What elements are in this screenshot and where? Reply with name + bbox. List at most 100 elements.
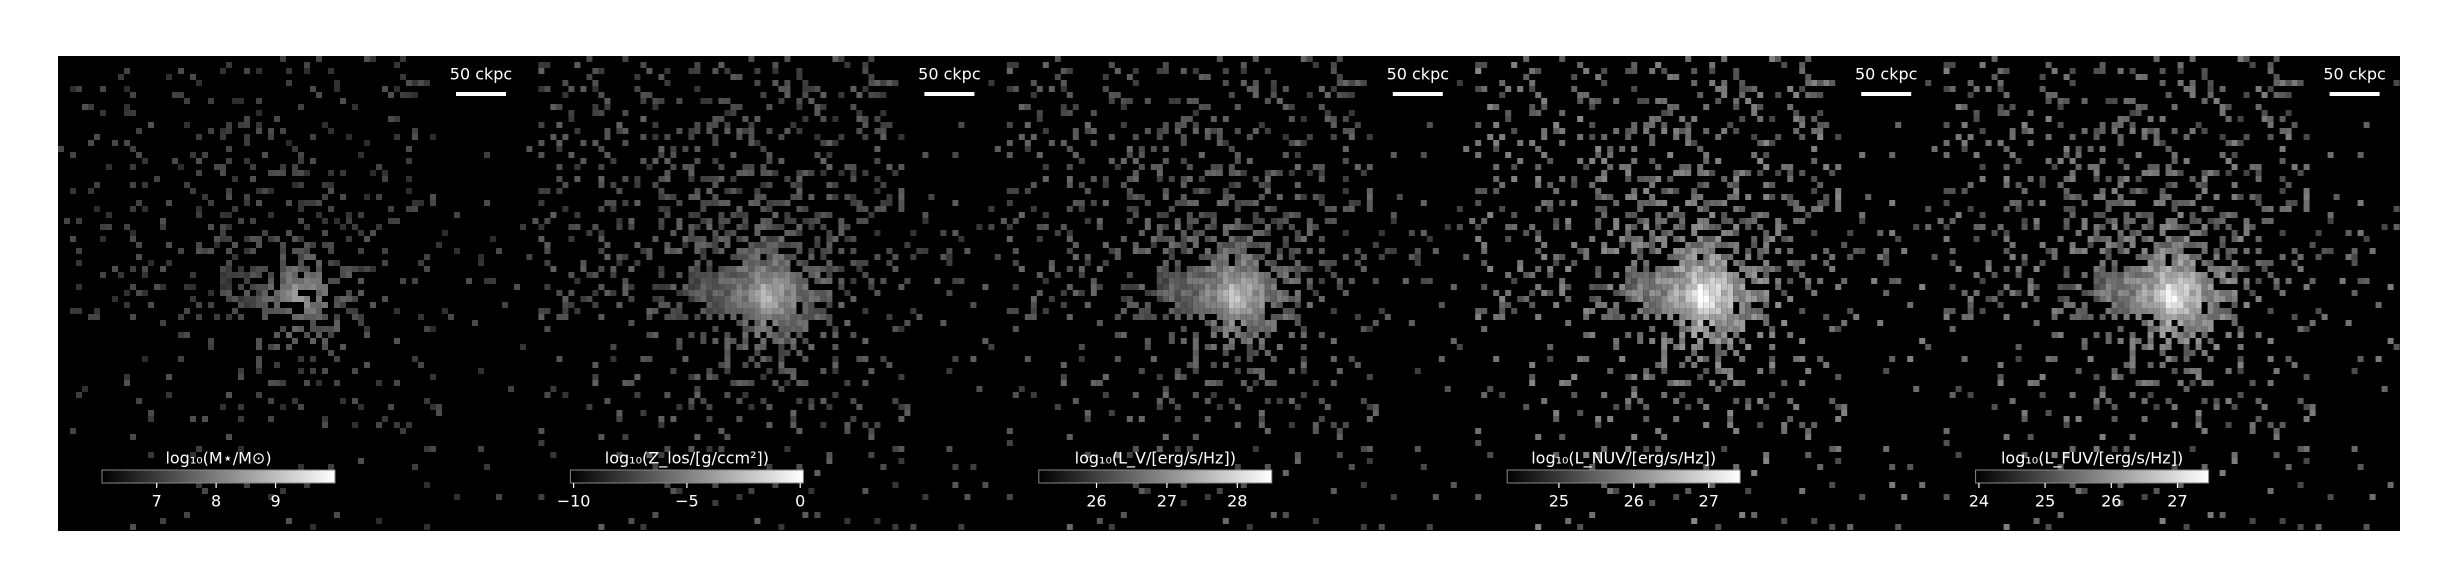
image-pixel	[1643, 290, 1650, 296]
image-pixel	[1997, 110, 2004, 116]
image-pixel	[1162, 68, 1169, 74]
image-pixel	[1595, 224, 1602, 230]
image-pixel	[1360, 80, 1367, 86]
image-pixel	[748, 140, 755, 146]
image-pixel	[2393, 206, 2400, 212]
image-pixel	[1102, 392, 1109, 398]
image-pixel	[1685, 314, 1692, 320]
image-pixel	[2207, 206, 2214, 212]
image-pixel	[1276, 266, 1283, 272]
image-pixel	[712, 482, 719, 488]
image-pixel	[328, 350, 334, 356]
image-pixel	[622, 56, 629, 62]
image-pixel	[1318, 86, 1325, 92]
image-pixel	[496, 248, 502, 254]
image-pixel	[760, 272, 767, 278]
image-pixel	[1781, 62, 1788, 68]
image-pixel	[808, 86, 815, 92]
image-pixel	[1198, 296, 1205, 302]
image-pixel	[310, 524, 316, 530]
image-pixel	[2273, 284, 2280, 290]
image-pixel	[2009, 128, 2016, 134]
image-pixel	[1276, 218, 1283, 224]
image-pixel	[1204, 284, 1211, 290]
image-pixel	[1853, 314, 1860, 320]
image-pixel	[1210, 308, 1217, 314]
image-pixel	[268, 344, 274, 350]
image-pixel	[2027, 200, 2034, 206]
image-pixel	[1571, 74, 1578, 80]
image-pixel	[658, 206, 665, 212]
image-pixel	[796, 464, 803, 470]
image-pixel	[1180, 278, 1187, 284]
image-pixel	[1120, 308, 1127, 314]
image-pixel	[316, 332, 322, 338]
image-pixel	[658, 272, 665, 278]
image-pixel	[2003, 284, 2010, 290]
image-pixel	[436, 242, 442, 248]
image-pixel	[880, 110, 887, 116]
image-pixel	[1649, 482, 1656, 488]
image-pixel	[1222, 308, 1229, 314]
image-pixel	[682, 242, 689, 248]
image-pixel	[1799, 338, 1806, 344]
image-pixel	[2219, 86, 2226, 92]
image-pixel	[2225, 224, 2232, 230]
image-pixel	[1763, 272, 1770, 278]
image-pixel	[1943, 122, 1950, 128]
image-pixel	[2225, 170, 2232, 176]
image-pixel	[772, 80, 779, 86]
image-pixel	[1192, 302, 1199, 308]
image-pixel	[1228, 170, 1235, 176]
image-pixel	[772, 68, 779, 74]
image-pixel	[1829, 170, 1836, 176]
image-pixel	[736, 236, 743, 242]
image-pixel	[1402, 278, 1409, 284]
image-pixel	[1685, 278, 1692, 284]
image-pixel	[1252, 212, 1259, 218]
image-pixel	[1625, 68, 1632, 74]
image-pixel	[2027, 434, 2034, 440]
image-pixel	[1619, 356, 1626, 362]
image-pixel	[814, 86, 821, 92]
image-pixel	[862, 380, 869, 386]
image-pixel	[238, 122, 244, 128]
image-pixel	[1781, 428, 1788, 434]
image-pixel	[2057, 158, 2064, 164]
image-pixel	[1222, 278, 1229, 284]
image-pixel	[1493, 104, 1500, 110]
image-pixel	[610, 272, 617, 278]
image-pixel	[1559, 176, 1566, 182]
image-pixel	[1571, 260, 1578, 266]
image-pixel	[1715, 86, 1722, 92]
image-pixel	[820, 140, 827, 146]
image-pixel	[1222, 314, 1229, 320]
image-pixel	[1084, 410, 1091, 416]
image-pixel	[1733, 74, 1740, 80]
image-pixel	[730, 380, 737, 386]
image-pixel	[1883, 248, 1890, 254]
image-pixel	[820, 170, 827, 176]
image-pixel	[1252, 320, 1259, 326]
image-pixel	[604, 398, 611, 404]
image-pixel	[2045, 158, 2052, 164]
image-pixel	[1517, 260, 1524, 266]
image-pixel	[148, 260, 154, 266]
image-pixel	[274, 362, 280, 368]
image-pixel	[970, 356, 977, 362]
image-pixel	[1565, 320, 1572, 326]
image-pixel	[1390, 152, 1397, 158]
image-pixel	[1096, 284, 1103, 290]
image-pixel	[1703, 464, 1710, 470]
image-pixel	[2081, 224, 2088, 230]
image-pixel	[1144, 314, 1151, 320]
image-pixel	[2189, 314, 2196, 320]
image-pixel	[2195, 344, 2202, 350]
image-pixel	[1601, 242, 1608, 248]
image-pixel	[754, 200, 761, 206]
image-pixel	[2231, 152, 2238, 158]
image-pixel	[802, 278, 809, 284]
image-pixel	[1715, 272, 1722, 278]
image-pixel	[184, 332, 190, 338]
image-pixel	[2165, 296, 2172, 302]
